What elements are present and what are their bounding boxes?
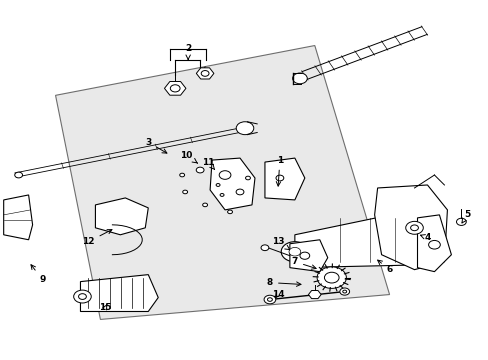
Polygon shape <box>374 185 447 270</box>
Circle shape <box>245 176 250 180</box>
Circle shape <box>275 175 283 181</box>
Circle shape <box>281 242 308 262</box>
Circle shape <box>201 71 208 76</box>
Circle shape <box>288 247 300 256</box>
Circle shape <box>15 172 22 178</box>
Circle shape <box>216 184 220 186</box>
Circle shape <box>170 85 180 92</box>
Text: 3: 3 <box>145 138 166 153</box>
Circle shape <box>339 288 349 295</box>
Circle shape <box>456 218 465 225</box>
Circle shape <box>183 190 187 194</box>
Text: 7: 7 <box>291 257 315 269</box>
Text: 13: 13 <box>271 237 289 249</box>
Polygon shape <box>164 81 185 95</box>
Text: 4: 4 <box>420 233 430 242</box>
Text: 12: 12 <box>82 230 112 246</box>
Polygon shape <box>264 158 304 200</box>
Circle shape <box>180 173 184 177</box>
Polygon shape <box>196 68 213 79</box>
Polygon shape <box>308 291 321 298</box>
Polygon shape <box>289 240 327 272</box>
Text: 2: 2 <box>184 44 191 59</box>
Text: 1: 1 <box>276 156 283 186</box>
Circle shape <box>324 272 338 283</box>
Text: 6: 6 <box>377 260 392 274</box>
Circle shape <box>220 194 224 196</box>
Circle shape <box>342 290 346 293</box>
Circle shape <box>236 122 253 135</box>
Circle shape <box>79 294 86 300</box>
Circle shape <box>74 290 91 303</box>
Circle shape <box>410 225 418 231</box>
Text: 10: 10 <box>180 150 197 163</box>
Circle shape <box>427 240 439 249</box>
Polygon shape <box>294 210 428 268</box>
Circle shape <box>292 73 306 84</box>
Text: 9: 9 <box>31 265 46 284</box>
Polygon shape <box>210 158 254 210</box>
Circle shape <box>227 210 232 214</box>
Circle shape <box>317 267 346 288</box>
Circle shape <box>299 252 309 259</box>
Circle shape <box>202 203 207 207</box>
Circle shape <box>267 298 272 301</box>
Circle shape <box>405 221 423 234</box>
Circle shape <box>264 295 275 304</box>
Circle shape <box>261 245 268 251</box>
Text: 5: 5 <box>461 210 469 223</box>
Text: 15: 15 <box>99 303 111 312</box>
Polygon shape <box>56 45 389 319</box>
Polygon shape <box>81 275 158 311</box>
Text: 11: 11 <box>202 158 214 170</box>
Text: 8: 8 <box>266 278 300 287</box>
Circle shape <box>196 167 203 173</box>
Circle shape <box>236 189 244 195</box>
Polygon shape <box>417 215 450 272</box>
Polygon shape <box>95 198 148 235</box>
Text: 14: 14 <box>271 290 284 299</box>
Polygon shape <box>4 195 33 240</box>
Circle shape <box>219 171 230 179</box>
